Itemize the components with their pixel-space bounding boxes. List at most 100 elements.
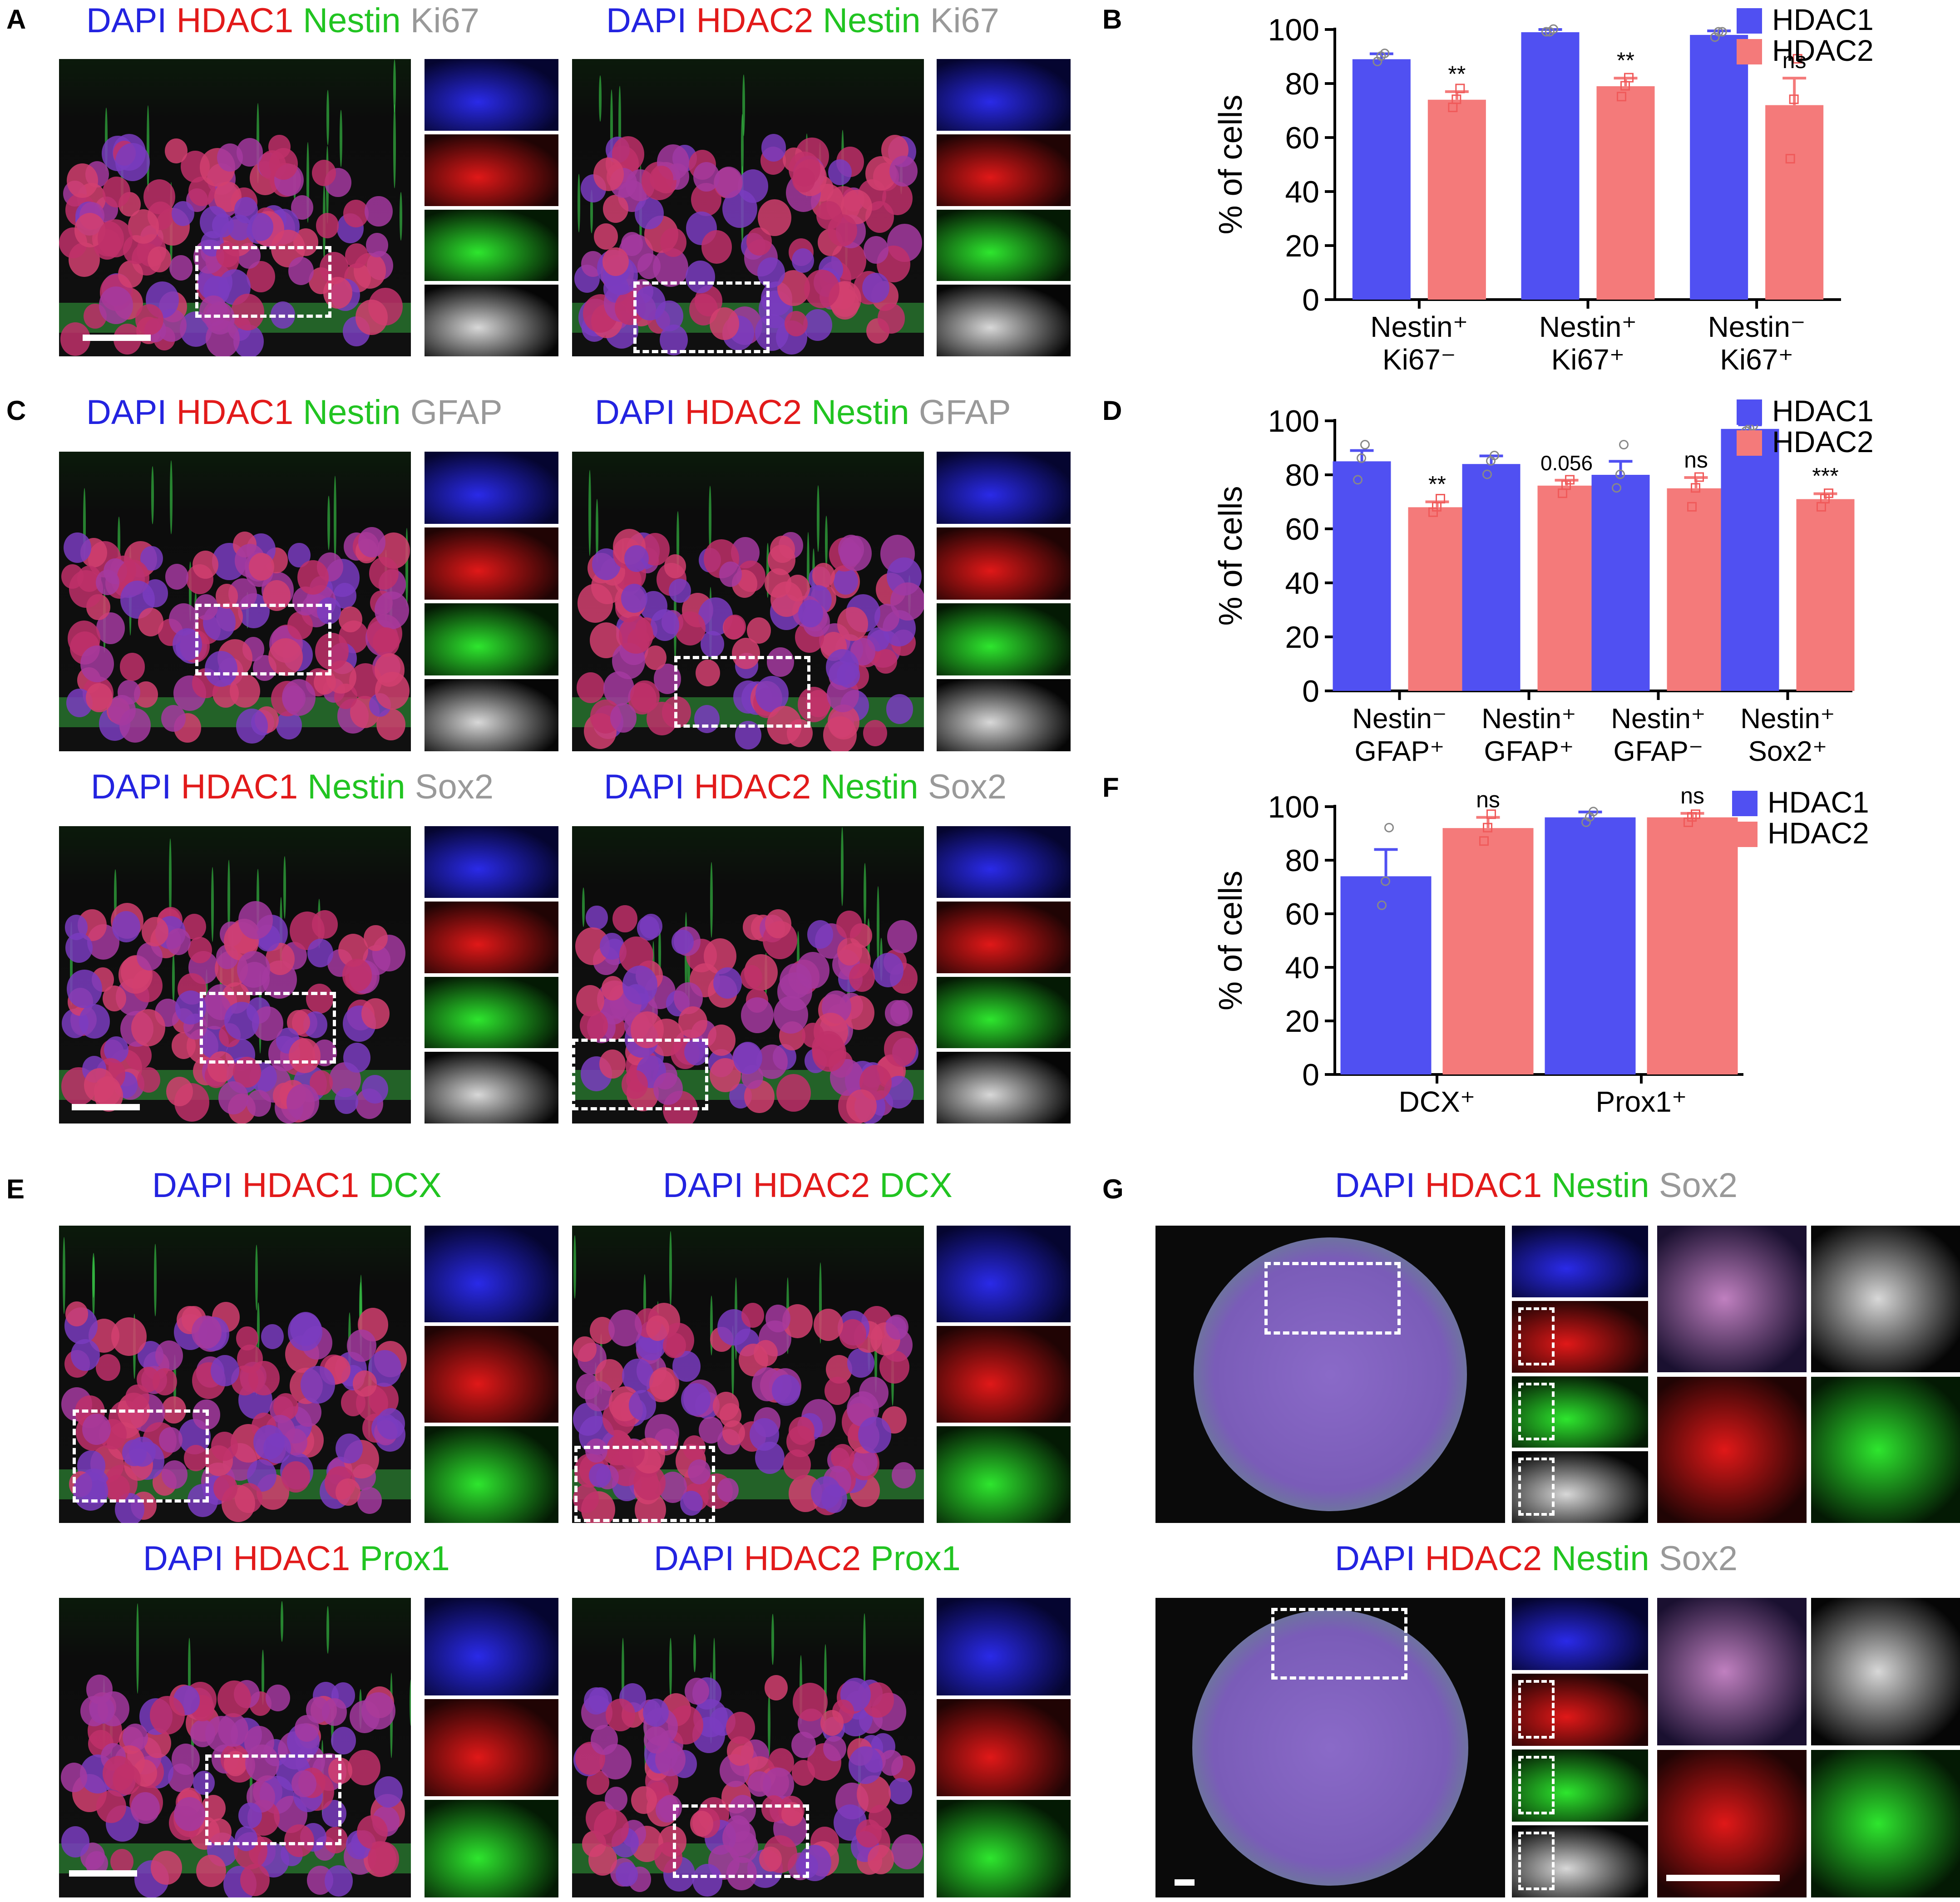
y-tick-label: 100 [1268, 790, 1319, 824]
data-point [1482, 469, 1492, 479]
inset-blue-channel [937, 452, 1071, 524]
nucleus [710, 1295, 713, 1356]
nucleus [604, 1786, 627, 1812]
micrograph-e-dcx-hdac2 [572, 1226, 924, 1523]
bar-hdac1 [1545, 817, 1636, 1074]
nucleus [713, 967, 742, 999]
nucleus [863, 236, 889, 264]
nucleus [765, 1305, 791, 1332]
nucleus [369, 557, 399, 590]
label-marker-green: Nestin [811, 393, 909, 432]
legend-swatch-hdac2 [1737, 39, 1762, 64]
scale-bar [83, 335, 151, 341]
inset-green-channel [425, 209, 558, 281]
nucleus [108, 695, 136, 726]
nucleus [189, 561, 192, 621]
roi-box [1518, 1756, 1555, 1814]
nucleus [331, 1726, 356, 1754]
nucleus [792, 248, 815, 273]
label-marker-grey: Sox2 [928, 768, 1007, 806]
nucleus [159, 1427, 183, 1453]
chart-f: % of cells 0 20 40 60 80 100 ns DCX⁺ ns Prox1⁺ HDAC… [1213, 783, 1869, 1118]
data-point [1377, 900, 1387, 910]
data-point [1565, 475, 1575, 485]
nucleus [726, 1712, 755, 1744]
bar-hdac1 [1721, 429, 1779, 691]
bar-hdac1 [1462, 464, 1521, 691]
nucleus [709, 485, 712, 555]
nucleus [374, 591, 409, 630]
inset-blue-channel [937, 826, 1071, 898]
inset-red-channel [937, 1699, 1071, 1797]
roi-box [572, 1039, 708, 1110]
nucleus [231, 294, 264, 331]
roi-box [195, 604, 331, 675]
nucleus [155, 1340, 183, 1371]
significance-label: ns [1476, 787, 1500, 813]
chart-b: % of cells020406080100**Nestin⁺Ki67⁻**Ne… [1213, 3, 1874, 376]
nucleus [785, 311, 808, 336]
nucleus [136, 942, 163, 971]
nucleus [792, 168, 815, 193]
nucleus [619, 616, 654, 654]
nucleus [69, 921, 73, 1006]
micrograph-e-prox1-hdac2 [572, 1598, 924, 1897]
label-marker-green: Nestin [823, 1, 921, 40]
data-point [1479, 836, 1489, 846]
data-point [1384, 823, 1394, 833]
nucleus [792, 1683, 828, 1721]
inset-red-channel [425, 1699, 558, 1797]
inset-green-channel [425, 976, 558, 1049]
nucleus [161, 1460, 188, 1489]
nucleus [594, 223, 618, 250]
data-point [1789, 94, 1799, 104]
nucleus [583, 1687, 608, 1715]
inset-red-channel [1512, 1674, 1648, 1746]
legend-label: HDAC2 [1772, 34, 1874, 67]
bar-hdac1 [1521, 32, 1580, 300]
nucleus [316, 213, 339, 238]
nucleus [117, 517, 120, 565]
nucleus [333, 476, 336, 563]
label-dapi: DAPI [1335, 1539, 1416, 1578]
label-marker-grey: Sox2 [415, 768, 494, 806]
bar-hdac2 [1408, 507, 1466, 691]
bar-hdac1 [1591, 475, 1650, 691]
nucleus [166, 928, 191, 955]
label-marker-green: Nestin [1551, 1539, 1649, 1578]
nucleus [376, 1408, 405, 1440]
nucleus [660, 227, 687, 257]
label-marker-green: Nestin [307, 768, 405, 806]
nucleus [770, 581, 803, 617]
panel-c-bottom-left-title: DAPI HDAC1 Nestin Sox2 [91, 767, 494, 807]
nucleus [263, 1433, 291, 1464]
inset-red-channel [425, 527, 558, 600]
label-marker-grey: Ki67 [410, 1, 479, 40]
label-hdac: HDAC1 [233, 1539, 351, 1578]
nucleus [171, 201, 195, 227]
y-tick-label: 80 [1285, 458, 1319, 493]
zoom-merge-channel [1657, 1598, 1807, 1745]
nucleus [237, 951, 271, 988]
nucleus [236, 138, 263, 167]
data-point [1694, 472, 1704, 482]
nucleus [282, 685, 306, 711]
nucleus [605, 1698, 636, 1731]
nucleus [889, 1778, 913, 1804]
roi-box [574, 1446, 715, 1522]
nucleus [374, 1776, 403, 1808]
nucleus [247, 212, 274, 241]
x-tick-label: Nestin⁻ [1708, 310, 1806, 343]
zoom-grey-channel [1811, 1226, 1960, 1372]
label-hdac: HDAC1 [176, 1, 294, 40]
nucleus [268, 638, 303, 676]
nucleus [238, 901, 273, 939]
y-tick-label: 60 [1285, 897, 1319, 931]
nucleus [147, 105, 150, 192]
label-marker-green: Prox1 [870, 1539, 961, 1578]
x-tick-label: Ki67⁺ [1720, 343, 1793, 376]
micrograph-e-prox1-hdac1 [59, 1598, 411, 1897]
chart-d: % of cells020406080100**Nestin⁻GFAP⁺0.05… [1213, 394, 1874, 767]
y-tick-label: 20 [1285, 1004, 1319, 1039]
nucleus [839, 1319, 866, 1349]
